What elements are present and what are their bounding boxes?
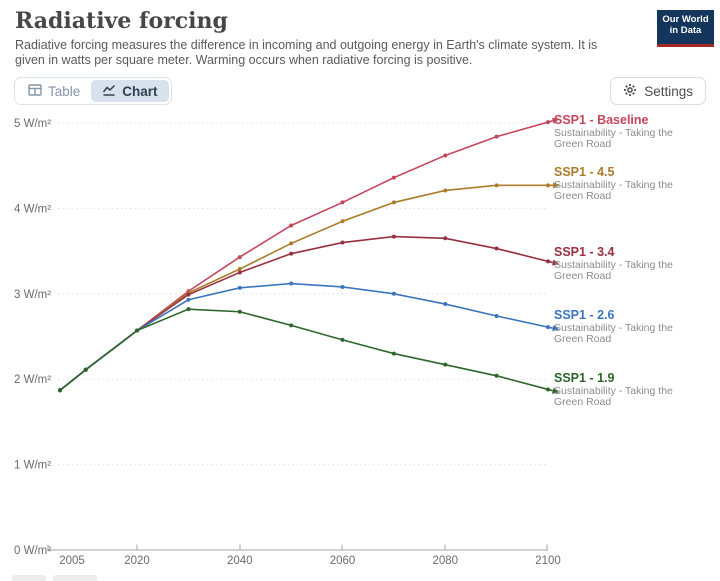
- series-line-5[interactable]: [59, 308, 549, 391]
- data-point[interactable]: [186, 307, 191, 312]
- data-point[interactable]: [494, 183, 499, 188]
- data-point[interactable]: [186, 297, 191, 302]
- data-point[interactable]: [391, 291, 396, 296]
- legend-item-2[interactable]: SSP1 - 4.5 Sustainability - Taking the Gr…: [554, 166, 696, 201]
- x-axis-label: 2020: [124, 555, 150, 567]
- legend-series-name: SSP1 - 1.9: [554, 371, 615, 385]
- legend-item-1[interactable]: SSP1 - Baseline Sustainability - Taking t…: [554, 114, 696, 149]
- y-axis-label: 1 W/m²: [14, 460, 51, 472]
- legend-series-name: SSP1 - 3.4: [554, 245, 615, 259]
- legend-series-subtitle: Sustainability - Taking the Green Road: [554, 385, 673, 408]
- data-point[interactable]: [237, 255, 242, 260]
- settings-label: Settings: [644, 83, 693, 99]
- x-axis-label: 2005: [59, 555, 85, 567]
- arrowhead-icon: [552, 325, 560, 332]
- x-axis-label: 2060: [330, 555, 356, 567]
- tab-table-label: Table: [48, 83, 81, 99]
- legend-connector: [547, 326, 554, 329]
- data-point[interactable]: [391, 200, 396, 205]
- series-line-2[interactable]: [59, 184, 548, 391]
- y-axis-label: 5 W/m²: [14, 118, 51, 130]
- data-point[interactable]: [289, 281, 294, 286]
- data-point[interactable]: [340, 240, 345, 245]
- legend-series-name: SSP1 - Baseline: [554, 113, 649, 127]
- data-point[interactable]: [340, 200, 345, 205]
- data-point[interactable]: [443, 188, 448, 193]
- footer-chip-1[interactable]: [12, 575, 46, 581]
- data-point[interactable]: [237, 270, 242, 275]
- data-point[interactable]: [391, 175, 396, 180]
- x-axis-label: 2040: [227, 555, 253, 567]
- data-point[interactable]: [237, 285, 242, 290]
- legend-item-4[interactable]: SSP1 - 2.6 Sustainability - Taking the Gr…: [554, 309, 696, 344]
- legend-series-name: SSP1 - 2.6: [554, 308, 615, 322]
- footer-chip-2[interactable]: [53, 575, 97, 581]
- legend-item-5[interactable]: SSP1 - 1.9 Sustainability - Taking the Gr…: [554, 372, 696, 407]
- data-point[interactable]: [443, 236, 448, 241]
- y-axis-label: 0 W/m²: [14, 545, 51, 557]
- tab-chart[interactable]: Chart: [91, 80, 169, 102]
- data-point[interactable]: [58, 388, 62, 393]
- data-point[interactable]: [289, 323, 294, 328]
- x-axis-label: 2100: [535, 555, 561, 567]
- y-axis-label: 2 W/m²: [14, 374, 51, 386]
- chart-subtitle: Radiative forcing measures the differenc…: [15, 38, 598, 67]
- data-point[interactable]: [83, 367, 88, 372]
- tab-table[interactable]: Table: [17, 80, 91, 102]
- data-point[interactable]: [443, 362, 448, 367]
- view-toggle: Table Chart: [14, 77, 172, 105]
- data-point[interactable]: [494, 373, 499, 378]
- data-point[interactable]: [186, 292, 191, 297]
- table-icon: [28, 83, 42, 100]
- data-point[interactable]: [237, 267, 242, 272]
- data-point[interactable]: [494, 134, 499, 139]
- tab-chart-label: Chart: [122, 83, 158, 99]
- settings-button[interactable]: Settings: [610, 77, 706, 105]
- legend-item-3[interactable]: SSP1 - 3.4 Sustainability - Taking the Gr…: [554, 246, 696, 281]
- data-point[interactable]: [289, 251, 294, 256]
- series-line-4[interactable]: [59, 282, 549, 391]
- arrowhead-icon: [551, 117, 560, 124]
- legend-series-subtitle: Sustainability - Taking the Green Road: [554, 179, 673, 202]
- legend-connector: [547, 388, 554, 392]
- data-point[interactable]: [289, 241, 294, 246]
- arrowhead-icon: [552, 259, 560, 266]
- arrowhead-icon: [553, 182, 560, 189]
- legend-series-subtitle: Sustainability - Taking the Green Road: [554, 259, 673, 282]
- arrowhead-icon: [552, 387, 560, 394]
- data-point[interactable]: [443, 153, 448, 158]
- data-point[interactable]: [340, 284, 345, 289]
- data-point[interactable]: [391, 351, 396, 356]
- line-chart-icon: [102, 83, 116, 100]
- legend-connector: [547, 260, 554, 264]
- data-point[interactable]: [494, 246, 499, 251]
- data-point[interactable]: [391, 234, 396, 239]
- legend-series-name: SSP1 - 4.5: [554, 165, 615, 179]
- legend-connector: [547, 120, 554, 123]
- series-line-1[interactable]: [59, 121, 549, 391]
- logo-line2: in Data: [669, 25, 702, 36]
- x-axis-label: 2080: [432, 555, 458, 567]
- y-axis-label: 4 W/m²: [14, 203, 51, 215]
- data-point[interactable]: [237, 309, 242, 314]
- owid-logo[interactable]: Our World in Data: [657, 10, 714, 47]
- legend-series-subtitle: Sustainability - Taking the Green Road: [554, 322, 673, 345]
- legend-series-subtitle: Sustainability - Taking the Green Road: [554, 127, 673, 150]
- page-title: Radiative forcing: [15, 8, 228, 34]
- data-point[interactable]: [340, 219, 345, 224]
- data-point[interactable]: [443, 302, 448, 307]
- data-point[interactable]: [494, 314, 499, 319]
- data-point[interactable]: [135, 328, 140, 333]
- logo-line1: Our World: [662, 14, 709, 25]
- data-point[interactable]: [340, 337, 345, 342]
- data-point[interactable]: [289, 223, 294, 228]
- y-axis-label: 3 W/m²: [14, 289, 51, 301]
- gear-icon: [623, 83, 637, 100]
- series-line-3[interactable]: [59, 235, 549, 391]
